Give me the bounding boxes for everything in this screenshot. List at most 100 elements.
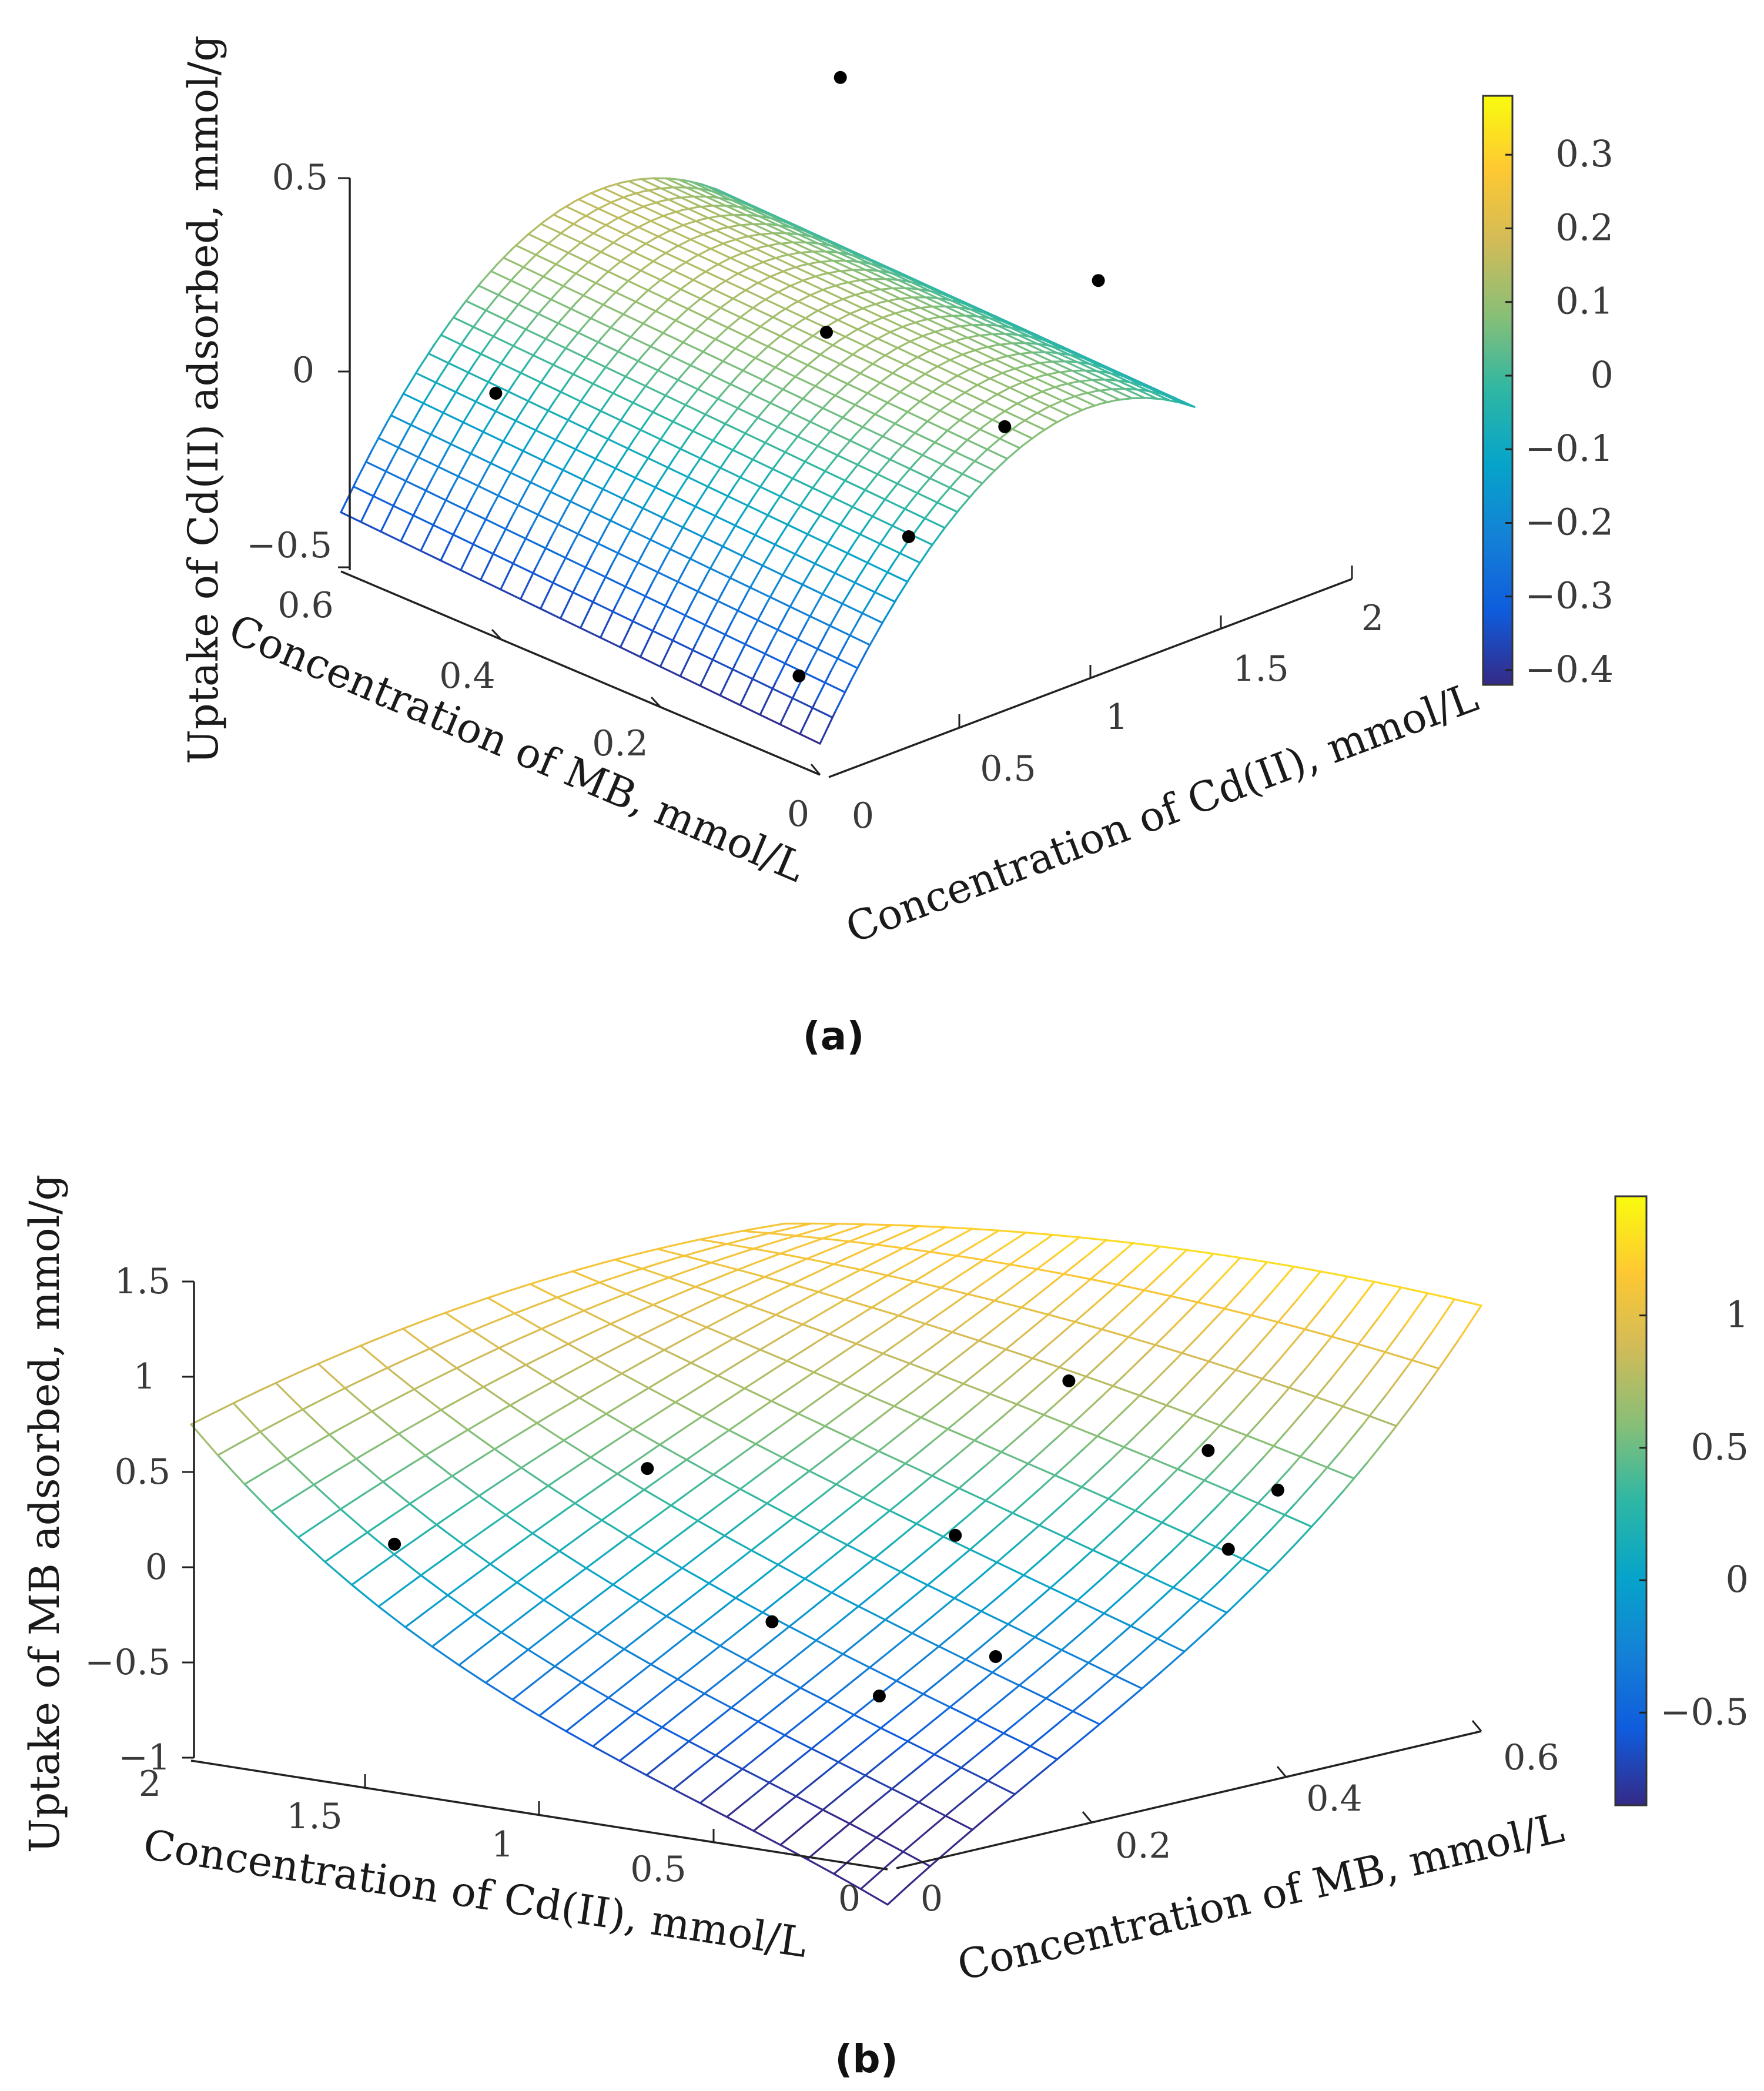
surface-b-mesh-seg bbox=[670, 1504, 699, 1522]
surface-b-mesh-seg bbox=[530, 1628, 555, 1648]
surface-b-mesh-seg bbox=[770, 1400, 799, 1415]
surface-b-mesh-seg bbox=[721, 1554, 746, 1574]
surface-a-mesh-seg bbox=[976, 315, 999, 327]
surface-a-mesh-seg bbox=[510, 279, 532, 291]
data-point-b-10 bbox=[872, 1689, 886, 1703]
surface-a-mesh-seg bbox=[786, 523, 809, 536]
surface-a-mesh-seg bbox=[739, 316, 762, 328]
surface-a-mesh-seg bbox=[477, 285, 500, 296]
surface-a-mesh-seg bbox=[758, 293, 776, 305]
surface-b-mesh-seg bbox=[1090, 1286, 1116, 1309]
surface-a-mesh-seg bbox=[946, 327, 969, 339]
surface-a-mesh-seg bbox=[921, 454, 943, 466]
surface-a-mesh-seg bbox=[571, 516, 588, 547]
surface-b-mesh-seg bbox=[652, 1607, 678, 1627]
surface-a-mesh-seg bbox=[762, 261, 784, 273]
surface-a-mesh-seg bbox=[981, 363, 1003, 374]
surface-b-mesh-seg bbox=[868, 1224, 893, 1235]
surface-a-mesh-seg bbox=[804, 460, 826, 473]
surface-a-mesh-seg bbox=[746, 564, 764, 594]
surface-a-mesh-seg bbox=[702, 350, 724, 362]
surface-a-mesh-seg bbox=[739, 671, 757, 707]
surface-a-mesh-seg bbox=[744, 413, 762, 434]
surface-b-mesh-seg bbox=[634, 1711, 664, 1728]
surface-a-mesh-seg bbox=[751, 459, 774, 470]
surface-b-mesh-seg bbox=[877, 1450, 906, 1465]
surface-b-mesh-seg bbox=[871, 1751, 896, 1771]
surface-b-mesh-seg bbox=[1027, 1463, 1056, 1477]
surface-b-mesh-seg bbox=[487, 1289, 512, 1299]
surface-a-mesh-seg bbox=[480, 546, 497, 581]
surface-b-mesh-seg bbox=[781, 1456, 811, 1472]
surface-a-mesh-seg bbox=[725, 236, 743, 243]
surface-a-mesh-seg bbox=[577, 198, 600, 210]
surface-a-mesh-seg bbox=[1133, 379, 1156, 390]
surface-b-mesh-seg bbox=[911, 1632, 940, 1648]
surface-b-mesh-seg bbox=[354, 1371, 379, 1384]
surface-a-mesh-seg bbox=[877, 561, 895, 588]
surface-b-mesh-seg bbox=[713, 1490, 738, 1510]
surface-a-mesh-seg bbox=[677, 379, 699, 390]
surface-b-mesh-seg bbox=[324, 1561, 353, 1586]
surface-b-mesh-seg bbox=[987, 1287, 1012, 1307]
surface-b-mesh-seg bbox=[350, 1339, 375, 1351]
surface-b-mesh-seg bbox=[1182, 1400, 1207, 1427]
surface-b-mesh-seg bbox=[793, 1533, 819, 1553]
surface-a-mesh-seg bbox=[610, 326, 632, 338]
surface-a-mesh-seg bbox=[625, 190, 644, 198]
surface-b-mesh-seg bbox=[866, 1510, 891, 1530]
surface-b-mesh-seg bbox=[453, 1389, 478, 1404]
surface-a-mesh-seg bbox=[659, 633, 677, 668]
surface-a-mesh-seg bbox=[1069, 353, 1091, 365]
surface-a-mesh-seg bbox=[836, 319, 859, 330]
colorbar-a-tick-label: 0 bbox=[1591, 353, 1614, 396]
surface-a-mesh-seg bbox=[690, 573, 708, 604]
surface-b-mesh-seg bbox=[883, 1284, 909, 1300]
surface-b-mesh-seg bbox=[624, 1250, 649, 1258]
data-point-b-7 bbox=[1271, 1483, 1284, 1497]
surface-b-mesh-seg bbox=[873, 1573, 899, 1594]
surface-a-mesh-seg bbox=[724, 423, 747, 434]
surface-a-mesh-seg bbox=[532, 572, 554, 584]
surface-a-mesh-seg bbox=[801, 583, 824, 595]
surface-b-mesh-seg bbox=[712, 1311, 737, 1325]
surface-a-mesh-seg bbox=[1046, 373, 1069, 385]
surface-a-mesh-seg bbox=[902, 377, 920, 391]
surface-a-mesh-seg bbox=[1006, 354, 1029, 366]
surface-a-mesh-seg bbox=[922, 386, 940, 400]
surface-b-mesh-seg bbox=[1047, 1313, 1076, 1323]
surface-b-mesh-seg bbox=[285, 1405, 310, 1419]
surface-a-mesh-seg bbox=[764, 422, 782, 444]
surface-b-mesh-seg bbox=[609, 1290, 634, 1302]
data-point-b-8 bbox=[1221, 1543, 1235, 1556]
surface-b-mesh-seg bbox=[755, 1443, 784, 1458]
surface-b-mesh-seg bbox=[1274, 1540, 1300, 1566]
surface-b-mesh-seg bbox=[989, 1393, 1018, 1406]
surface-a-mesh-seg bbox=[562, 285, 584, 296]
surface-a-mesh-seg bbox=[615, 183, 637, 195]
surface-a-mesh-seg bbox=[868, 498, 886, 522]
surface-a-mesh-seg bbox=[923, 497, 942, 520]
surface-a-mesh-seg bbox=[789, 605, 811, 617]
surface-a-mesh-seg bbox=[891, 372, 914, 384]
surface-b-mesh-seg bbox=[1102, 1372, 1127, 1396]
surface-b-mesh-seg bbox=[984, 1445, 1009, 1467]
surface-b-mesh-seg bbox=[1085, 1376, 1114, 1387]
colorbar-b-tick-label: 0 bbox=[1726, 1558, 1749, 1601]
surface-a-mesh-seg bbox=[604, 366, 627, 378]
surface-b-mesh-seg bbox=[259, 1431, 288, 1460]
surface-a-mesh-seg bbox=[722, 242, 744, 254]
surface-b-mesh-seg bbox=[767, 1729, 792, 1749]
surface-b-mesh-seg bbox=[403, 1381, 429, 1396]
surface-a-mesh-seg bbox=[552, 581, 574, 594]
surface-a-mesh-seg bbox=[684, 384, 702, 406]
surface-b-mesh-seg bbox=[759, 1349, 788, 1362]
surface-b-mesh-seg bbox=[827, 1406, 852, 1425]
surface-a-mesh-seg bbox=[785, 264, 803, 272]
surface-a-mesh-seg bbox=[779, 334, 802, 346]
surface-a-mesh-seg bbox=[453, 330, 471, 355]
surface-a-mesh-seg bbox=[507, 390, 530, 402]
surface-a-mesh-seg bbox=[727, 495, 749, 507]
surface-a-mesh-seg bbox=[747, 235, 769, 247]
cd-tick-b-0: 0 bbox=[838, 1878, 861, 1919]
